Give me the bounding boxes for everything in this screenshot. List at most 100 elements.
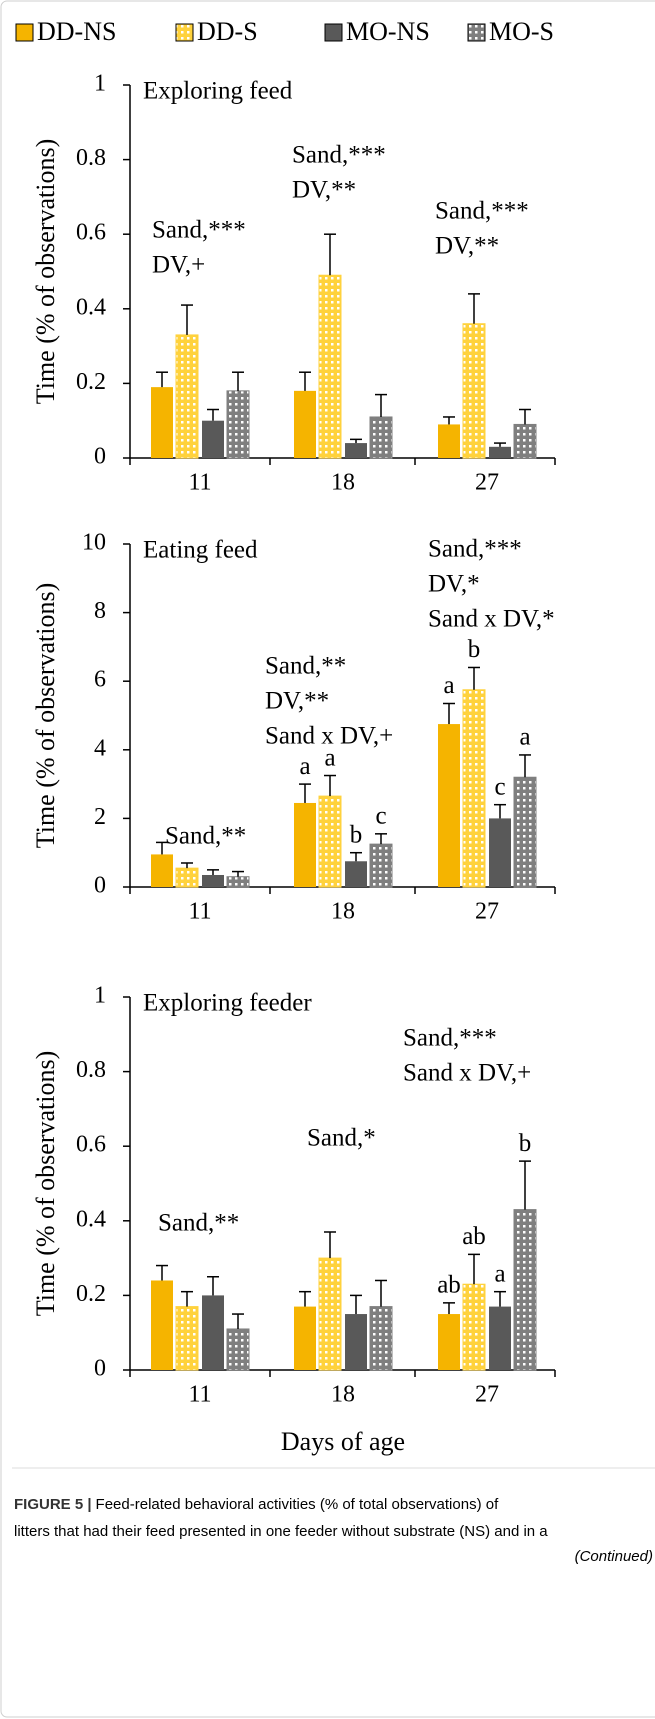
y-tick-label: 8 [94,598,106,624]
bar [318,795,342,888]
bar [202,420,224,458]
bar [318,274,342,459]
x-tick-label: 11 [188,899,211,925]
panel-title: Exploring feed [143,78,293,105]
bar [202,1295,224,1370]
significance-letter: b [519,1130,532,1157]
annotation: Sand x DV,* [428,606,555,633]
annotation: Sand,*** [292,142,386,169]
bar [226,876,250,888]
y-tick-label: 0.8 [76,145,106,171]
significance-letter: c [375,803,386,830]
caption-line: FIGURE 5 | Feed-related behavioral activi… [14,1496,499,1513]
y-axis-label: Time (% of observations) [31,139,60,405]
significance-letter: ab [437,1272,461,1299]
annotation: Sand,*** [435,198,529,225]
significance-letter: a [324,744,335,771]
y-tick-label: 2 [94,804,106,830]
annotation: Sand,* [307,1125,376,1152]
x-tick-label: 18 [331,470,355,496]
annotation: Sand,*** [403,1025,497,1052]
bar [318,1257,342,1371]
y-tick-label: 4 [94,735,106,761]
bar [175,334,199,459]
x-tick-label: 11 [188,1382,211,1408]
annotation: Sand,** [165,823,246,850]
bar [462,689,486,888]
panel-title: Exploring feeder [143,990,312,1017]
annotation: DV,** [265,688,329,715]
bar [513,423,537,459]
bar [345,443,367,458]
x-tick-label: 27 [475,899,499,925]
legend-swatch [175,23,194,42]
y-tick-label: 1 [94,983,106,1009]
bar [462,1283,486,1371]
significance-letter: c [494,773,505,800]
bar [489,818,511,887]
y-tick-label: 0.6 [76,1132,106,1158]
x-axis-label: Days of age [281,1427,405,1456]
bar [369,843,393,888]
legend-label: DD-NS [37,17,116,46]
annotation: DV,** [435,233,499,260]
annotation: Sand,** [158,1210,239,1237]
bar [294,390,316,458]
bar [175,1306,199,1371]
legend-swatch [467,23,486,42]
y-tick-label: 0.8 [76,1057,106,1083]
significance-letter: a [299,753,310,780]
y-tick-label: 0.6 [76,220,106,246]
caption-line: litters that had their feed presented in… [14,1523,548,1540]
annotation: Sand,*** [152,217,246,244]
y-tick-label: 0.2 [76,369,106,395]
bar [513,776,537,888]
bar [226,390,250,459]
legend-swatch [15,23,34,42]
bar [462,323,486,459]
bar [294,802,316,887]
y-tick-label: 0 [94,444,106,470]
significance-letter: b [350,821,363,848]
caption-continued: (Continued) [575,1548,653,1565]
x-tick-label: 18 [331,899,355,925]
bar [345,861,367,887]
legend-label: DD-S [197,17,258,46]
significance-letter: ab [462,1223,486,1250]
bar [151,1280,173,1370]
annotation: DV,* [428,571,480,598]
y-axis-label: Time (% of observations) [31,1051,60,1317]
y-tick-label: 0 [94,873,106,899]
y-tick-label: 0.4 [76,1206,106,1232]
bar [345,1314,367,1370]
y-tick-label: 0.4 [76,294,106,320]
significance-letter: a [494,1260,505,1287]
bar [438,724,460,887]
y-tick-label: 0.2 [76,1281,106,1307]
legend-label: MO-S [489,17,554,46]
y-tick-label: 6 [94,667,106,693]
y-tick-label: 1 [94,71,106,97]
bar [226,1328,250,1371]
bar [438,424,460,458]
significance-letter: a [519,724,530,751]
x-tick-label: 18 [331,1382,355,1408]
bar [513,1209,537,1371]
bar [489,1306,511,1370]
x-tick-label: 27 [475,1382,499,1408]
significance-letter: b [468,636,481,663]
legend-label: MO-NS [346,17,430,46]
bar [369,416,393,459]
significance-letter: a [443,672,454,699]
legend-swatch [324,23,343,42]
y-tick-label: 0 [94,1356,106,1382]
bar [369,1306,393,1371]
bar [294,1306,316,1370]
annotation: Sand x DV,+ [403,1060,531,1087]
x-tick-label: 27 [475,470,499,496]
bar [151,854,173,887]
annotation: Sand,** [265,653,346,680]
bar [489,446,511,458]
